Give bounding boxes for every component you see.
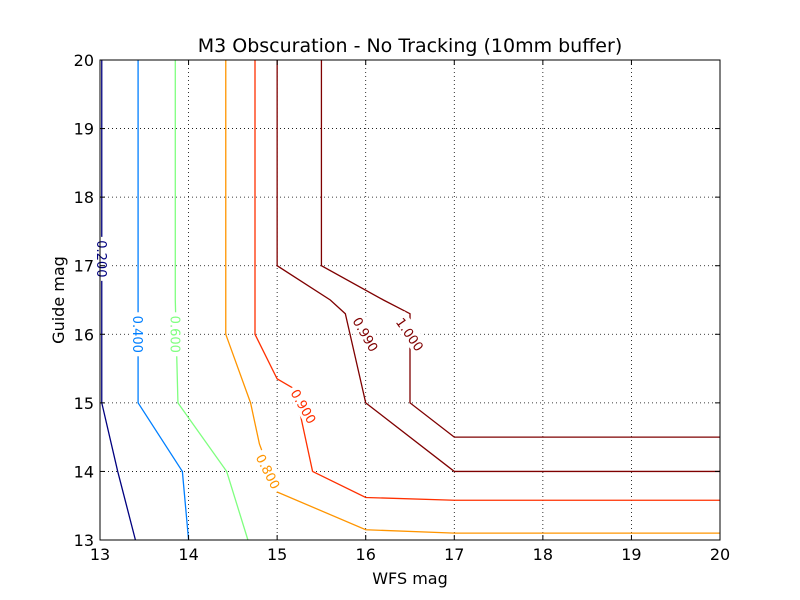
grid-lines <box>100 60 720 540</box>
x-tick-label: 20 <box>710 545 730 564</box>
x-axis-ticks: 13 14 15 16 17 18 19 20 <box>90 60 730 564</box>
x-tick-label: 19 <box>621 545 641 564</box>
contour-label-group: 0.400 <box>129 312 148 357</box>
contour-label-group: 0.200 <box>93 236 111 281</box>
contour-label-background <box>167 312 185 357</box>
y-tick-label: 14 <box>74 462 94 481</box>
contour-line <box>225 60 720 534</box>
x-tick-label: 17 <box>444 545 464 564</box>
contour-line <box>254 60 720 501</box>
contour-label-group: 0.900 <box>285 382 323 430</box>
plot-frame <box>99 59 721 541</box>
x-tick-label: 16 <box>356 545 376 564</box>
contour-label: 0.600 <box>166 316 181 353</box>
y-axis-ticks: 13 14 15 16 17 18 19 20 <box>74 51 720 550</box>
contour-line <box>101 60 137 541</box>
contour-label-background <box>93 236 111 281</box>
contour-label-background <box>251 447 287 495</box>
contour-line <box>137 60 190 541</box>
y-tick-label: 20 <box>74 51 94 70</box>
x-tick-label: 13 <box>90 545 110 564</box>
y-tick-label: 17 <box>74 257 94 276</box>
contour-line <box>320 60 720 438</box>
y-tick-label: 16 <box>74 325 94 344</box>
x-axis-label: WFS mag <box>372 569 448 588</box>
y-tick-label: 15 <box>74 394 94 413</box>
y-tick-label: 19 <box>74 120 94 139</box>
contour-label: 0.400 <box>129 316 144 353</box>
contour-label-group: 0.600 <box>166 312 185 357</box>
chart-title: M3 Obscuration - No Tracking (10mm buffe… <box>198 35 622 57</box>
contour-label-background <box>285 382 323 430</box>
contour-label-background <box>347 310 385 358</box>
x-tick-label: 18 <box>533 545 553 564</box>
y-tick-label: 18 <box>74 188 94 207</box>
contour-label-background <box>390 311 430 357</box>
y-tick-label: 13 <box>74 531 94 550</box>
contour-line <box>174 60 249 541</box>
contour-line <box>276 60 720 473</box>
x-tick-label: 15 <box>267 545 287 564</box>
x-tick-label: 14 <box>178 545 198 564</box>
contour-label-background <box>130 312 148 357</box>
y-axis-label: Guide mag <box>49 256 68 344</box>
